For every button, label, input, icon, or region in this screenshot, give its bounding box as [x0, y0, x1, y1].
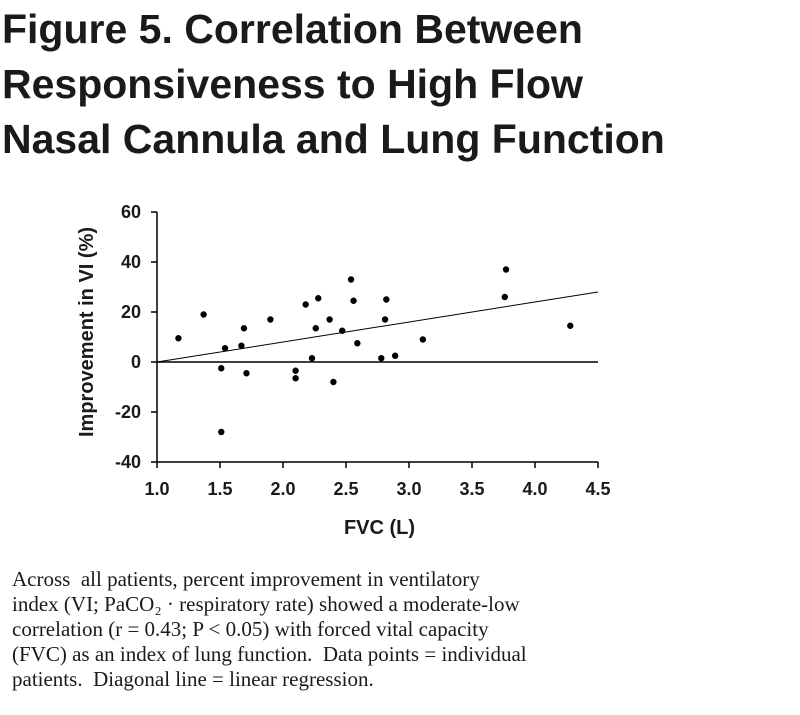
data-point	[302, 301, 309, 308]
data-point	[312, 325, 319, 332]
figure-caption: Across all patients, percent improvement…	[12, 567, 792, 692]
data-point	[501, 293, 508, 301]
x-tick-label: 2.5	[333, 479, 358, 499]
scatter-chart: 60 40 20 0 -20 -401.0 1.5 2.0 2.5 3.0 3.5 4.0 4.5 FV…	[76, 202, 611, 539]
caption-line: Across all patients, percent improvement…	[12, 567, 480, 591]
regression-layer	[156, 291, 599, 363]
data-point	[243, 370, 250, 377]
axes	[156, 212, 598, 463]
data-point	[347, 276, 355, 283]
regression-line	[156, 291, 599, 363]
title-line: Nasal Cannula and Lung Function	[2, 116, 665, 162]
data-point	[383, 296, 390, 303]
y-tick-label: 60	[121, 202, 141, 222]
y-tick-label: 0	[131, 352, 141, 372]
data-point	[354, 340, 361, 347]
y-tick-label: 20	[121, 302, 141, 322]
data-point	[419, 336, 427, 343]
y-tick-label: -20	[115, 402, 141, 422]
data-point	[567, 322, 574, 329]
data-point	[315, 295, 322, 302]
x-tick-label: 2.0	[270, 479, 295, 499]
data-point	[218, 428, 225, 436]
y-tick-label: -40	[115, 452, 141, 472]
caption-line: (FVC) as an index of lung function. Data…	[12, 642, 527, 666]
ticks: 60 40 20 0 -20 -401.0 1.5 2.0 2.5 3.0 3.5 4.0 4.5	[115, 202, 611, 499]
caption-line: index (VI; PaCO₂ · respiratory rate) sho…	[12, 592, 520, 616]
x-tick-label: 3.5	[459, 479, 484, 499]
data-point	[326, 316, 333, 323]
data-point	[267, 316, 274, 323]
x-tick-label: 4.5	[585, 479, 610, 499]
data-point	[330, 378, 337, 386]
data-point	[175, 335, 182, 342]
data-point	[238, 342, 245, 349]
data-point	[350, 297, 357, 304]
data-point	[240, 325, 248, 332]
x-tick-label: 3.0	[396, 479, 421, 499]
data-point	[381, 316, 389, 323]
points-layer	[175, 266, 574, 436]
caption-line: correlation (r = 0.43; P < 0.05) with fo…	[12, 617, 489, 641]
y-axis-label: Improvement in VI (%)	[76, 227, 98, 437]
data-point	[292, 375, 299, 382]
data-point	[292, 367, 299, 374]
x-tick-label: 4.0	[522, 479, 547, 499]
x-tick-label: 1.5	[207, 479, 232, 499]
data-point	[378, 355, 385, 362]
title-line: Responsiveness to High Flow	[2, 61, 583, 107]
data-point	[502, 266, 510, 273]
caption-line: patients. Diagonal line = linear regress…	[12, 667, 374, 691]
figure-title: Figure 5. Correlation Between Responsive…	[2, 2, 792, 167]
x-tick-label: 1.0	[144, 479, 169, 499]
data-point	[200, 311, 207, 318]
y-tick-label: 40	[121, 252, 141, 272]
data-point	[218, 365, 225, 372]
x-axis-label: FVC (L)	[344, 517, 415, 539]
data-point	[391, 352, 399, 359]
data-point	[308, 355, 316, 362]
data-point	[221, 345, 229, 352]
title-line: Figure 5. Correlation Between	[2, 6, 583, 52]
data-point	[339, 327, 346, 334]
